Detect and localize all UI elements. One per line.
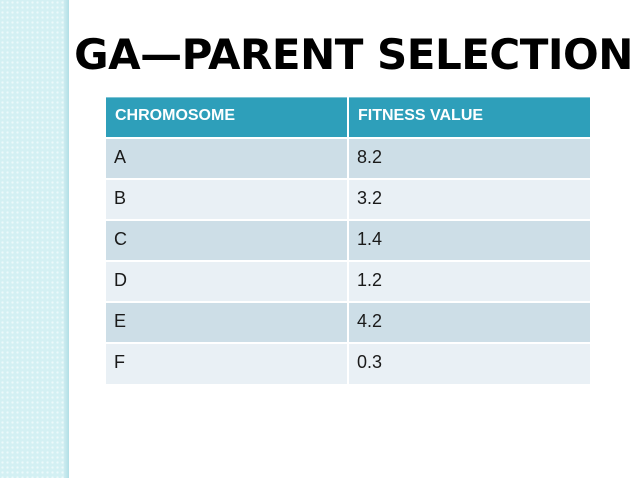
table-row: E 4.2 xyxy=(106,300,590,344)
cell-fitness: 3.2 xyxy=(347,177,590,221)
table-row: C 1.4 xyxy=(106,218,590,262)
fitness-table: CHROMOSOME FITNESS VALUE A 8.2 B 3.2 C 1… xyxy=(106,97,590,384)
header-cell-fitness-value: FITNESS VALUE xyxy=(347,97,590,139)
table-row: D 1.2 xyxy=(106,259,590,303)
cell-fitness: 0.3 xyxy=(347,341,590,384)
table-header-row: CHROMOSOME FITNESS VALUE xyxy=(106,97,590,139)
cell-chromosome: D xyxy=(106,259,349,303)
slide-accent-strip-edge xyxy=(64,0,69,478)
table-row: F 0.3 xyxy=(106,341,590,384)
cell-chromosome: C xyxy=(106,218,349,262)
slide-accent-strip xyxy=(0,0,64,478)
header-cell-chromosome: CHROMOSOME xyxy=(106,97,349,139)
cell-chromosome: F xyxy=(106,341,349,384)
cell-fitness: 8.2 xyxy=(347,136,590,180)
cell-chromosome: E xyxy=(106,300,349,344)
table-row: B 3.2 xyxy=(106,177,590,221)
table-row: A 8.2 xyxy=(106,136,590,180)
cell-fitness: 4.2 xyxy=(347,300,590,344)
slide-title: GA—PARENT SELECTION xyxy=(74,30,633,79)
cell-fitness: 1.2 xyxy=(347,259,590,303)
cell-fitness: 1.4 xyxy=(347,218,590,262)
cell-chromosome: B xyxy=(106,177,349,221)
cell-chromosome: A xyxy=(106,136,349,180)
